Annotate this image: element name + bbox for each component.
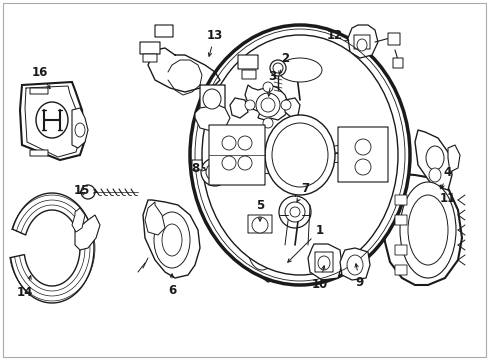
Ellipse shape [238,136,251,150]
Ellipse shape [354,139,370,155]
Ellipse shape [289,207,299,217]
Polygon shape [75,215,100,250]
Ellipse shape [203,89,221,109]
FancyBboxPatch shape [387,33,399,45]
Text: 9: 9 [354,264,364,288]
Ellipse shape [256,93,280,117]
Ellipse shape [201,158,228,186]
Text: 2: 2 [278,51,288,75]
Polygon shape [285,98,299,118]
Ellipse shape [263,118,272,128]
FancyBboxPatch shape [394,245,406,255]
Ellipse shape [356,39,366,51]
Ellipse shape [278,58,321,82]
FancyBboxPatch shape [238,55,258,69]
Ellipse shape [263,82,272,92]
Polygon shape [229,98,247,118]
Polygon shape [145,202,164,235]
Text: 11: 11 [439,185,455,204]
Ellipse shape [346,255,362,275]
Polygon shape [11,193,94,303]
FancyBboxPatch shape [394,195,406,205]
Ellipse shape [205,163,224,181]
Text: 1: 1 [287,224,324,262]
Ellipse shape [162,224,182,256]
Polygon shape [347,25,377,58]
Polygon shape [195,105,229,132]
Text: 3: 3 [267,69,276,96]
Text: 15: 15 [74,184,97,197]
Text: 12: 12 [326,28,348,41]
FancyBboxPatch shape [232,163,243,173]
Text: 6: 6 [167,274,176,297]
Polygon shape [240,215,282,282]
FancyBboxPatch shape [192,160,202,170]
Text: 4: 4 [440,166,451,188]
Ellipse shape [244,100,254,110]
Polygon shape [20,82,85,160]
Ellipse shape [202,35,397,275]
FancyBboxPatch shape [394,215,406,225]
Text: 14: 14 [17,276,33,298]
Polygon shape [447,145,459,172]
Ellipse shape [81,185,95,199]
Text: 10: 10 [311,266,327,291]
Text: 8: 8 [190,162,205,175]
Ellipse shape [281,100,290,110]
FancyBboxPatch shape [394,265,406,275]
Text: 7: 7 [296,181,308,202]
FancyBboxPatch shape [142,54,157,62]
Ellipse shape [251,217,267,233]
Ellipse shape [190,25,409,285]
Ellipse shape [271,123,327,187]
FancyBboxPatch shape [140,42,160,54]
FancyBboxPatch shape [200,85,224,113]
Ellipse shape [279,196,310,228]
Polygon shape [142,200,200,278]
Ellipse shape [75,123,85,137]
Ellipse shape [222,136,236,150]
Polygon shape [244,85,289,120]
Ellipse shape [269,60,285,76]
FancyBboxPatch shape [392,58,402,68]
Ellipse shape [154,212,190,268]
Ellipse shape [209,167,220,177]
FancyBboxPatch shape [314,252,332,272]
Text: 16: 16 [32,66,50,89]
Ellipse shape [354,159,370,175]
Ellipse shape [285,202,305,222]
Polygon shape [307,244,341,280]
Ellipse shape [272,63,283,73]
FancyBboxPatch shape [247,215,271,233]
Polygon shape [381,174,461,285]
Ellipse shape [247,226,275,270]
Ellipse shape [317,256,329,270]
Ellipse shape [407,195,447,265]
FancyBboxPatch shape [242,70,256,79]
Polygon shape [339,248,369,280]
Ellipse shape [238,156,251,170]
Ellipse shape [36,102,68,138]
Ellipse shape [428,168,440,182]
FancyBboxPatch shape [208,125,264,185]
FancyBboxPatch shape [337,127,387,182]
Polygon shape [72,208,85,232]
Text: 5: 5 [255,198,264,221]
Text: 13: 13 [206,28,223,56]
FancyBboxPatch shape [30,150,48,156]
FancyBboxPatch shape [30,88,48,94]
Ellipse shape [425,146,443,170]
Polygon shape [72,108,88,148]
Polygon shape [414,130,451,190]
FancyBboxPatch shape [353,35,369,49]
FancyBboxPatch shape [155,25,173,37]
Ellipse shape [261,98,274,112]
Ellipse shape [222,156,236,170]
Ellipse shape [399,182,455,278]
Ellipse shape [264,115,334,195]
